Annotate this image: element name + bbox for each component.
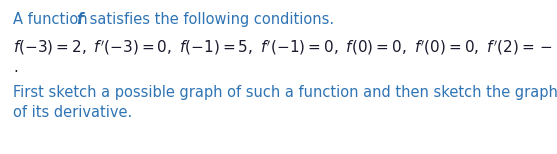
Text: First sketch a possible graph of such a function and then sketch the graph: First sketch a possible graph of such a … [13, 85, 557, 100]
Text: A function: A function [13, 12, 92, 27]
Text: f: f [76, 12, 82, 27]
Text: $f(-3)=2,\ f'(-3)=0,\ f(-1)=5,\ f'(-1)=0,\ f(0)=0,\ f'(0)=0,\ f'(2)=-1$: $f(-3)=2,\ f'(-3)=0,\ f(-1)=5,\ f'(-1)=0… [13, 38, 557, 57]
Text: satisfies the following conditions.: satisfies the following conditions. [85, 12, 334, 27]
Text: .: . [13, 60, 18, 75]
Text: of its derivative.: of its derivative. [13, 105, 132, 120]
